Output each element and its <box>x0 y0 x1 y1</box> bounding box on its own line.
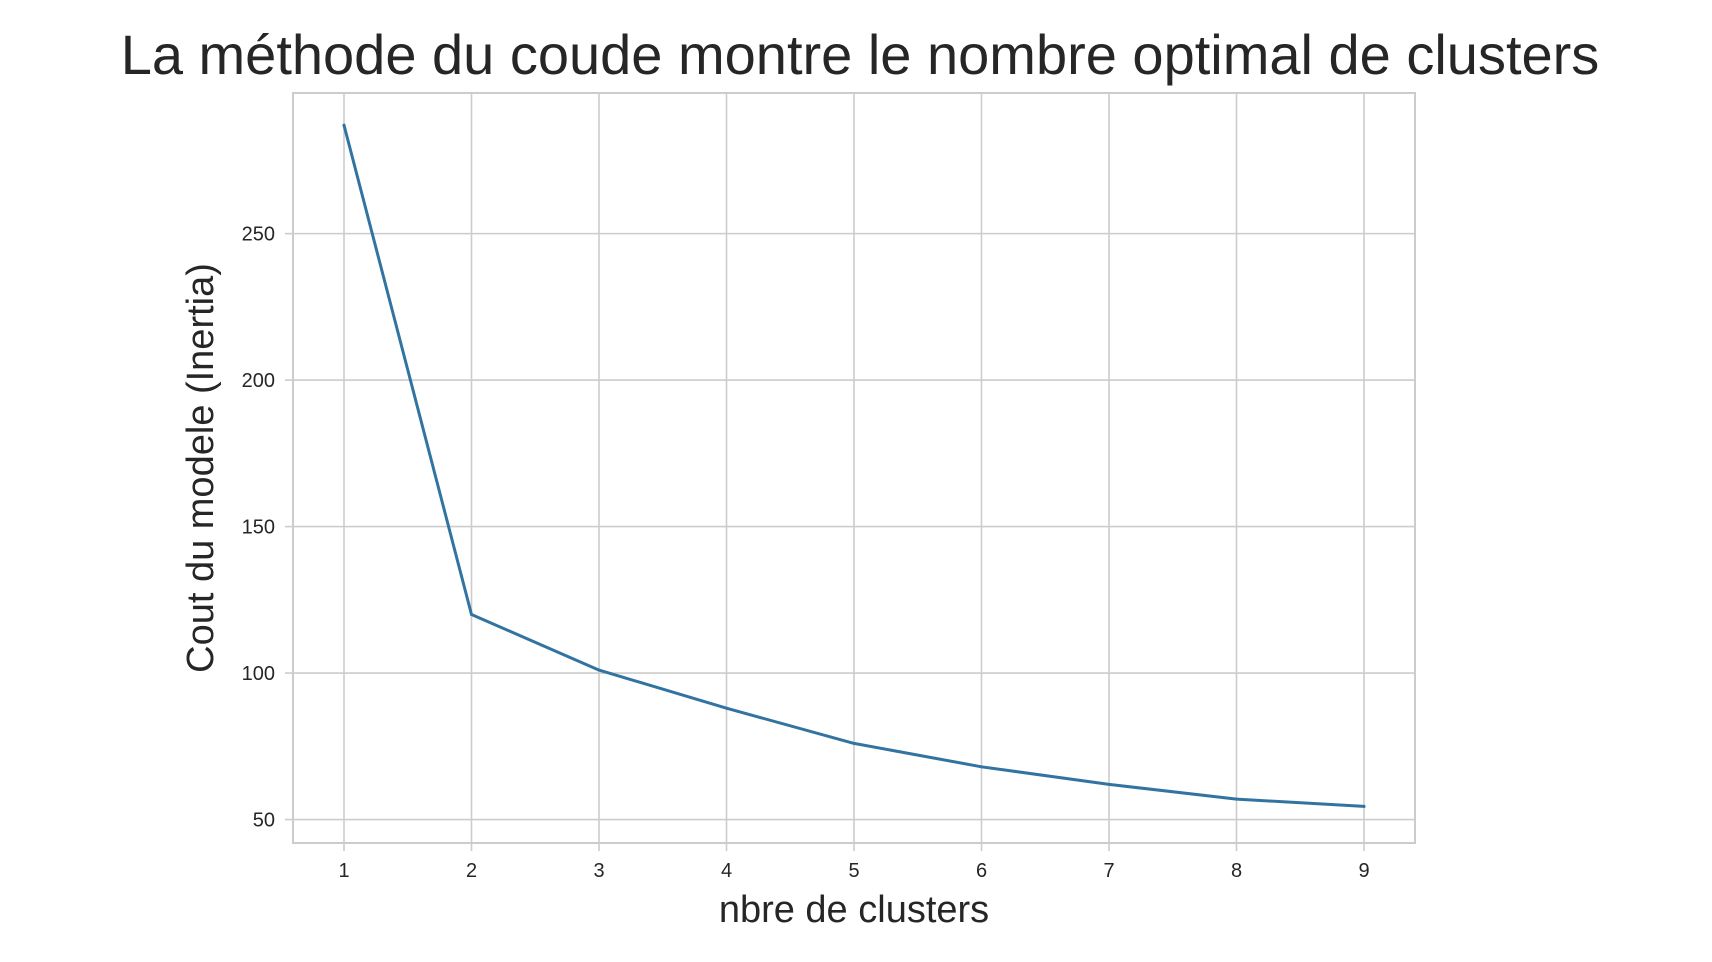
y-axis-ticks: 50 100 150 200 250 <box>242 224 293 832</box>
plot-area: 1 2 3 4 5 6 7 8 9 50 100 150 200 250 <box>242 92 1416 882</box>
x-tick-label: 6 <box>976 860 987 882</box>
data-point <box>342 123 346 127</box>
data-point <box>1107 782 1111 786</box>
x-tick-label: 2 <box>466 860 477 882</box>
x-tick-label: 9 <box>1358 860 1369 882</box>
data-point <box>852 741 856 745</box>
x-axis-ticks: 1 2 3 4 5 6 7 8 9 <box>338 843 1370 882</box>
x-tick-label: 3 <box>593 860 604 882</box>
x-tick-label: 1 <box>338 860 349 882</box>
data-point <box>597 668 601 672</box>
y-tick-label: 100 <box>242 663 275 685</box>
y-tick-label: 200 <box>242 370 275 392</box>
y-tick-label: 250 <box>242 224 275 246</box>
data-point <box>1362 804 1366 808</box>
y-tick-label: 150 <box>242 517 275 539</box>
x-tick-label: 7 <box>1103 860 1114 882</box>
x-tick-label: 8 <box>1231 860 1242 882</box>
data-point <box>980 765 983 769</box>
data-point <box>470 612 473 616</box>
x-axis-label: nbre de clusters <box>719 889 989 931</box>
data-point <box>725 706 728 710</box>
chart-title: La méthode du coude montre le nombre opt… <box>121 23 1600 86</box>
data-point <box>1235 797 1238 801</box>
y-axis-label: Cout du modele (Inertia) <box>180 263 222 673</box>
grid <box>293 93 1415 843</box>
x-tick-label: 5 <box>848 860 859 882</box>
x-tick-label: 4 <box>721 860 732 882</box>
y-tick-label: 50 <box>253 810 275 832</box>
series <box>342 123 1366 808</box>
